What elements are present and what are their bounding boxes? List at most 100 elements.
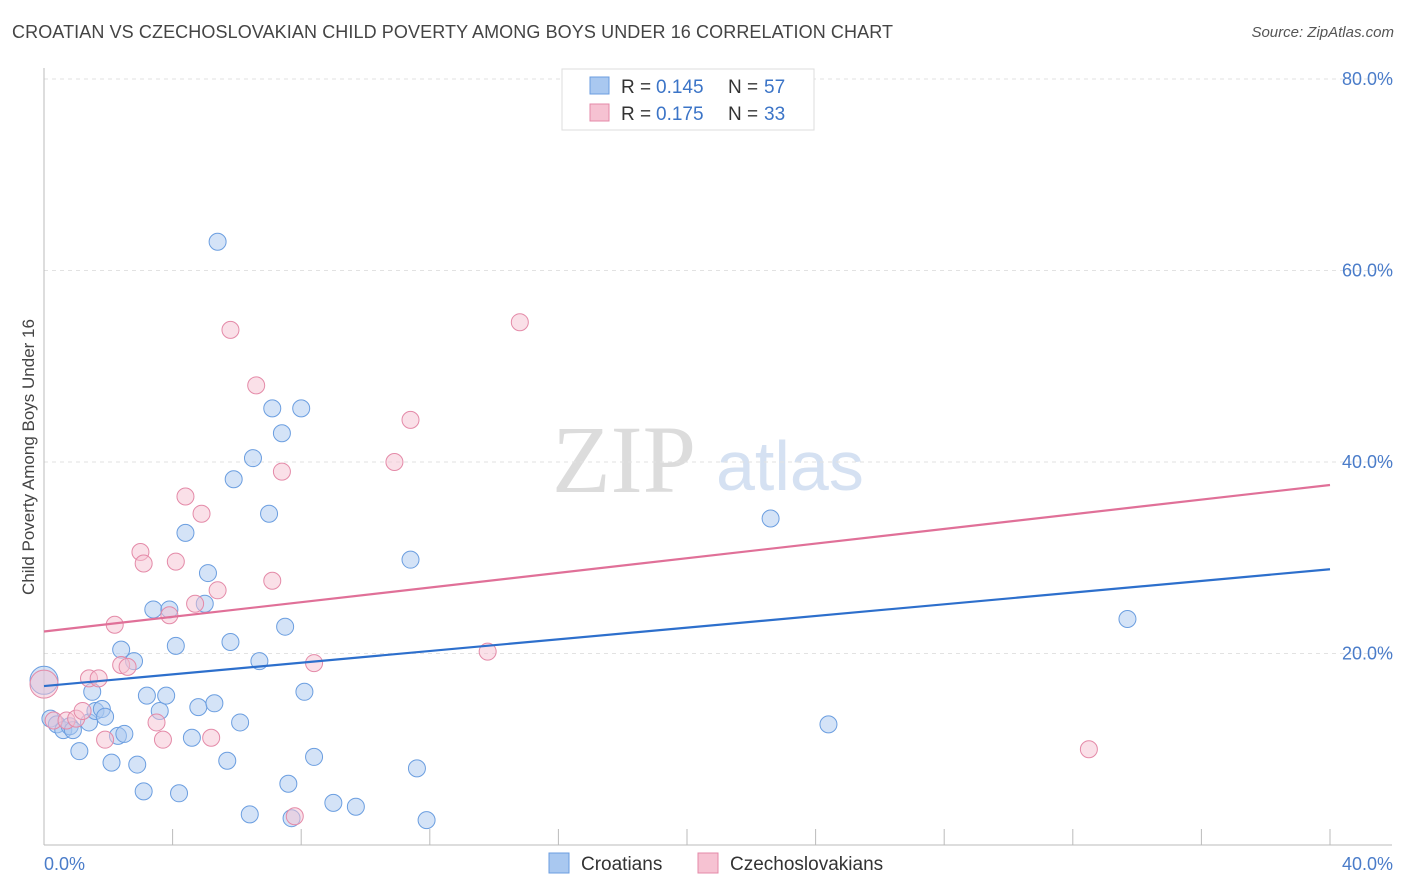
data-point bbox=[192, 504, 211, 523]
watermark-atlas: atlas bbox=[716, 427, 864, 505]
series-croatians bbox=[29, 232, 1137, 830]
data-point bbox=[166, 636, 185, 655]
data-point bbox=[346, 797, 365, 816]
x-tick-label: 0.0% bbox=[44, 854, 85, 874]
data-point bbox=[73, 701, 92, 720]
data-point bbox=[128, 755, 147, 774]
data-point bbox=[202, 728, 221, 747]
bottom-legend-croatians: Croatians bbox=[581, 854, 662, 875]
data-point bbox=[324, 793, 343, 812]
data-point bbox=[157, 686, 176, 705]
y-tick-label: 80.0% bbox=[1342, 69, 1393, 89]
data-point bbox=[115, 724, 134, 743]
data-point bbox=[247, 376, 266, 395]
data-point bbox=[407, 759, 426, 778]
data-point bbox=[147, 713, 166, 732]
data-point bbox=[272, 424, 291, 443]
data-point bbox=[205, 694, 224, 713]
data-point bbox=[272, 462, 291, 481]
legend-swatch-croatians bbox=[589, 76, 610, 95]
legend-r-value: 0.145 bbox=[656, 77, 704, 98]
data-point bbox=[417, 811, 436, 830]
legend-swatch-czechoslovakians bbox=[589, 103, 610, 122]
data-point bbox=[96, 707, 115, 726]
data-point bbox=[401, 550, 420, 569]
data-point bbox=[263, 399, 282, 418]
series-layer bbox=[29, 232, 1137, 830]
trend-layer bbox=[43, 483, 1331, 688]
data-point bbox=[176, 523, 195, 542]
data-point bbox=[166, 552, 185, 571]
data-point bbox=[231, 713, 250, 732]
data-point bbox=[182, 728, 201, 747]
data-point bbox=[218, 751, 237, 770]
data-point bbox=[260, 504, 279, 523]
data-point bbox=[96, 730, 115, 749]
data-point bbox=[263, 571, 282, 590]
legend: R = 0.145 N = 57 R = 0.175 N = 33 bbox=[561, 68, 815, 131]
x-tick-label: 40.0% bbox=[1342, 854, 1393, 874]
data-point bbox=[221, 320, 240, 339]
tick-labels: 20.0% 40.0% 60.0% 80.0% 0.0% 40.0% bbox=[44, 69, 1393, 874]
y-axis-label: Child Poverty Among Boys Under 16 bbox=[19, 319, 38, 595]
data-point bbox=[510, 313, 529, 332]
data-point bbox=[189, 698, 208, 717]
series-czechoslovakians bbox=[29, 313, 1098, 826]
bottom-legend: Croatians Czechoslovakians bbox=[548, 852, 883, 875]
legend-row-croatians: R = 0.145 N = 57 bbox=[589, 76, 785, 98]
data-point bbox=[221, 633, 240, 652]
data-point bbox=[137, 686, 156, 705]
data-point bbox=[208, 232, 227, 251]
y-tick-label: 60.0% bbox=[1342, 261, 1393, 281]
data-point bbox=[176, 487, 195, 506]
data-point bbox=[819, 715, 838, 734]
data-point bbox=[285, 807, 304, 826]
data-point bbox=[134, 782, 153, 801]
data-point bbox=[208, 581, 227, 600]
data-point bbox=[70, 742, 89, 761]
data-point bbox=[118, 657, 137, 676]
data-point bbox=[102, 753, 121, 772]
data-point bbox=[295, 682, 314, 701]
legend-r-value: 0.175 bbox=[656, 104, 704, 125]
data-point bbox=[153, 730, 172, 749]
legend-r-label: R = bbox=[621, 77, 651, 98]
bottom-legend-czechoslovakians: Czechoslovakians bbox=[730, 854, 883, 875]
data-point bbox=[243, 449, 262, 468]
data-point bbox=[305, 747, 324, 766]
data-point bbox=[240, 805, 259, 824]
data-point bbox=[401, 410, 420, 429]
data-point bbox=[89, 669, 108, 688]
trend-line-croatians bbox=[43, 568, 1331, 688]
data-point bbox=[276, 617, 295, 636]
bottom-legend-swatch-croatians bbox=[548, 852, 570, 874]
legend-r-label: R = bbox=[621, 104, 651, 125]
chart-source: Source: ZipAtlas.com bbox=[1251, 24, 1394, 41]
data-point bbox=[170, 784, 189, 803]
legend-n-value: 33 bbox=[764, 104, 785, 125]
data-point bbox=[224, 470, 243, 489]
data-point bbox=[761, 509, 780, 528]
data-point bbox=[1079, 740, 1098, 759]
data-point bbox=[385, 453, 404, 471]
data-point bbox=[198, 564, 217, 583]
data-point bbox=[160, 606, 179, 625]
bottom-legend-swatch-czechoslovakians bbox=[697, 852, 719, 874]
data-point bbox=[292, 399, 311, 418]
watermark-zip: ZIP bbox=[552, 406, 696, 513]
watermark: ZIP atlas bbox=[552, 406, 864, 513]
legend-n-label: N = bbox=[728, 77, 758, 98]
data-point bbox=[1118, 610, 1137, 629]
data-point bbox=[279, 774, 298, 793]
legend-n-value: 57 bbox=[764, 77, 785, 98]
data-point bbox=[186, 594, 205, 613]
y-tick-label: 40.0% bbox=[1342, 452, 1393, 472]
data-point bbox=[134, 554, 153, 573]
trend-line-czechoslovakians bbox=[43, 483, 1331, 633]
data-point bbox=[478, 642, 497, 661]
legend-n-label: N = bbox=[728, 104, 758, 125]
y-tick-label: 20.0% bbox=[1342, 644, 1393, 664]
legend-row-czechoslovakians: R = 0.175 N = 33 bbox=[589, 103, 785, 125]
data-point bbox=[144, 600, 163, 619]
